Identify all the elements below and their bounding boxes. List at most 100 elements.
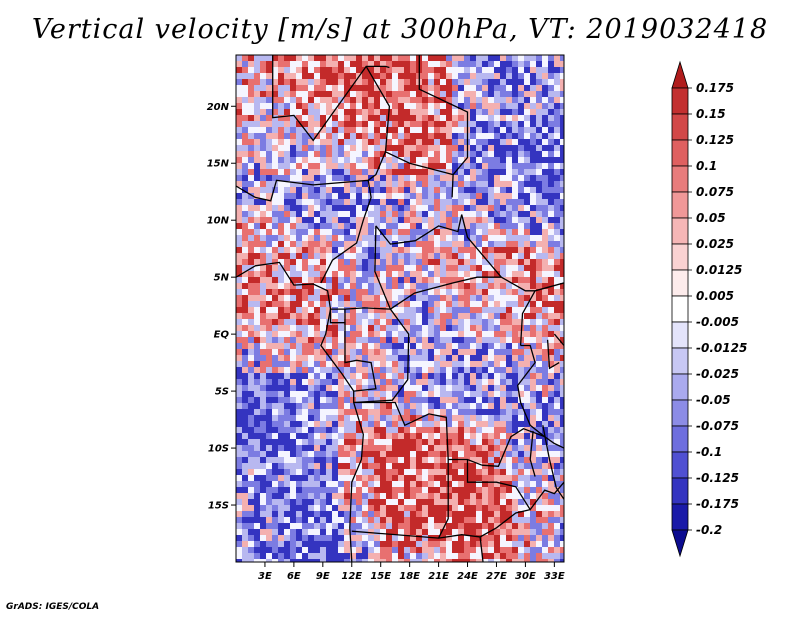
field-cell	[368, 505, 375, 512]
field-cell	[254, 295, 261, 302]
field-cell	[260, 535, 267, 542]
field-cell	[284, 169, 291, 176]
field-cell	[236, 367, 243, 374]
field-cell	[308, 157, 315, 164]
colorbar-segment	[671, 321, 689, 349]
field-cell	[338, 151, 345, 158]
field-cell	[344, 145, 351, 152]
field-cell	[368, 547, 375, 554]
field-cell	[374, 463, 381, 470]
field-cell	[302, 469, 309, 476]
field-cell	[434, 139, 441, 146]
field-cell	[398, 253, 405, 260]
field-cell	[266, 319, 273, 326]
field-cell	[428, 379, 435, 386]
field-cell	[446, 163, 453, 170]
field-cell	[536, 55, 543, 62]
field-cell	[404, 397, 411, 404]
field-cell	[344, 61, 351, 68]
field-cell	[536, 337, 543, 344]
field-cell	[332, 355, 339, 362]
field-cell	[236, 139, 243, 146]
field-cell	[242, 175, 249, 182]
field-cell	[548, 247, 555, 254]
field-cell	[530, 385, 537, 392]
field-cell	[398, 235, 405, 242]
field-cell	[512, 559, 519, 562]
field-cell	[512, 85, 519, 92]
field-cell	[536, 61, 543, 68]
field-cell	[314, 115, 321, 122]
field-cell	[554, 55, 561, 62]
field-cell	[254, 163, 261, 170]
field-cell	[518, 469, 525, 476]
field-cell	[368, 487, 375, 494]
field-cell	[290, 547, 297, 554]
field-cell	[296, 259, 303, 266]
field-cell	[266, 499, 273, 506]
field-cell	[398, 103, 405, 110]
field-cell	[476, 199, 483, 206]
field-cell	[314, 229, 321, 236]
field-cell	[362, 487, 369, 494]
field-cell	[374, 301, 381, 308]
field-cell	[482, 427, 489, 434]
field-cell	[308, 445, 315, 452]
field-cell	[350, 55, 357, 62]
field-cell	[344, 289, 351, 296]
field-cell	[470, 319, 477, 326]
field-cell	[374, 235, 381, 242]
field-cell	[356, 121, 363, 128]
field-cell	[338, 475, 345, 482]
field-cell	[482, 451, 489, 458]
field-cell	[554, 457, 561, 464]
field-cell	[320, 313, 327, 320]
field-cell	[326, 97, 333, 104]
field-cell	[362, 79, 369, 86]
field-cell	[458, 463, 465, 470]
field-cell	[548, 511, 555, 518]
field-cell	[356, 85, 363, 92]
field-cell	[362, 271, 369, 278]
field-cell	[302, 199, 309, 206]
field-cell	[512, 127, 519, 134]
field-cell	[356, 163, 363, 170]
field-cell	[482, 331, 489, 338]
field-cell	[308, 337, 315, 344]
field-cell	[380, 313, 387, 320]
field-cell	[296, 67, 303, 74]
field-cell	[554, 547, 561, 554]
field-cell	[482, 277, 489, 284]
field-cell	[386, 421, 393, 428]
field-cell	[260, 355, 267, 362]
field-cell	[512, 151, 519, 158]
field-cell	[242, 469, 249, 476]
field-cell	[398, 361, 405, 368]
field-cell	[362, 535, 369, 542]
field-cell	[260, 463, 267, 470]
field-cell	[308, 151, 315, 158]
field-cell	[524, 85, 531, 92]
field-cell	[452, 547, 459, 554]
field-cell	[242, 253, 249, 260]
field-cell	[332, 457, 339, 464]
field-cell	[320, 163, 327, 170]
field-cell	[350, 529, 357, 536]
field-cell	[524, 79, 531, 86]
field-cell	[374, 85, 381, 92]
field-cell	[560, 271, 564, 278]
field-cell	[416, 247, 423, 254]
field-cell	[512, 97, 519, 104]
field-cell	[422, 115, 429, 122]
field-cell	[398, 193, 405, 200]
field-cell	[356, 223, 363, 230]
field-cell	[344, 205, 351, 212]
field-cell	[266, 193, 273, 200]
field-cell	[374, 241, 381, 248]
field-cell	[278, 229, 285, 236]
field-cell	[386, 493, 393, 500]
field-cell	[236, 67, 243, 74]
field-cell	[446, 409, 453, 416]
field-cell	[350, 385, 357, 392]
field-cell	[236, 337, 243, 344]
